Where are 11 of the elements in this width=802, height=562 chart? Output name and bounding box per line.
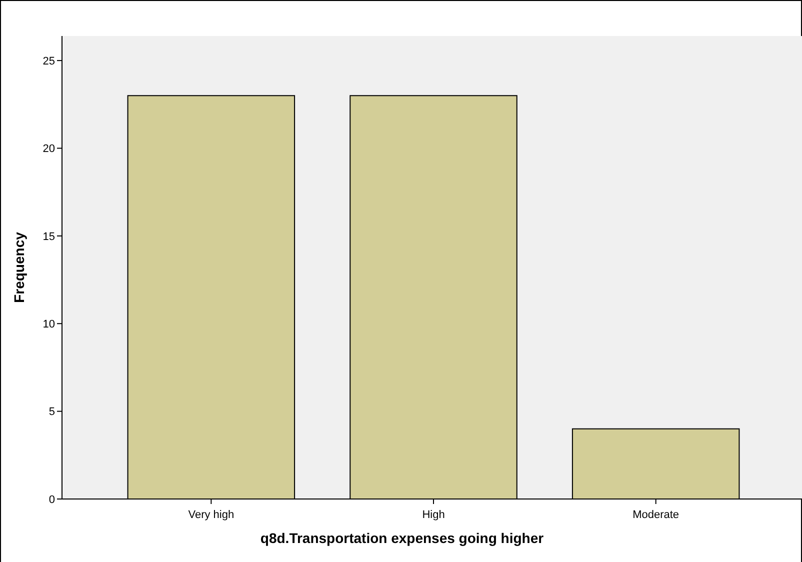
y-tick-label: 20 <box>42 143 55 156</box>
y-tick-label: 5 <box>48 406 55 418</box>
y-axis-title: Frequency <box>11 232 27 303</box>
y-tick-label: 15 <box>42 230 55 243</box>
x-tick-label: High <box>422 509 445 521</box>
y-tick-label: 10 <box>42 318 55 330</box>
x-tick-label: Very high <box>188 509 234 521</box>
x-axis-title: q8d.Transportation expenses going higher <box>260 530 544 546</box>
y-tick-label: 0 <box>48 494 55 506</box>
y-tick-label: 25 <box>42 55 55 68</box>
x-tick-label: Moderate <box>632 509 680 521</box>
